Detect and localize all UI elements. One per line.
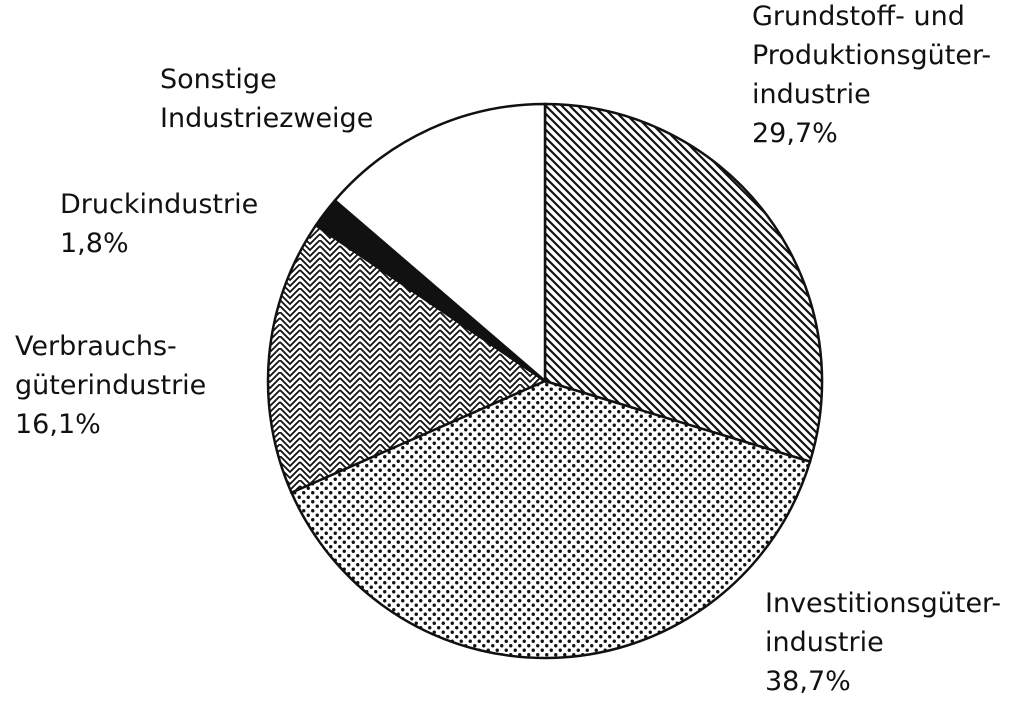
value-label: 38,7% [765,666,851,697]
pie-slice [289,379,812,660]
value-label: 29,7% [752,118,838,149]
slice-label: Investitionsgüter-industrie [765,588,1001,658]
pie-slice [543,102,824,464]
slice-label: Grundstoff- und Produktionsgüter-industri… [752,1,991,110]
pie-slice [333,102,547,384]
value-label: 16,1% [15,409,101,440]
value-label: 1,8% [60,228,129,259]
slice-label: Sonstige Industriezweige [160,64,373,134]
label-line: Produktionsgüter- [752,40,991,71]
label-line: Investitionsgüter- [765,588,1001,619]
label-line: Grundstoff- und [752,1,965,32]
label-line: Verbrauchs- [15,331,177,362]
label-line: industrie [765,627,884,658]
slice-label: Verbrauchs-güterindustrie [15,331,206,401]
label-line: industrie [752,79,871,110]
slice-label: Druckindustrie [60,189,258,220]
label-line: Sonstige [160,64,277,95]
label-line: Industriezweige [160,103,373,134]
label-line: güterindustrie [15,370,206,401]
label-line: Druckindustrie [60,189,258,220]
pie-slice [266,223,548,495]
